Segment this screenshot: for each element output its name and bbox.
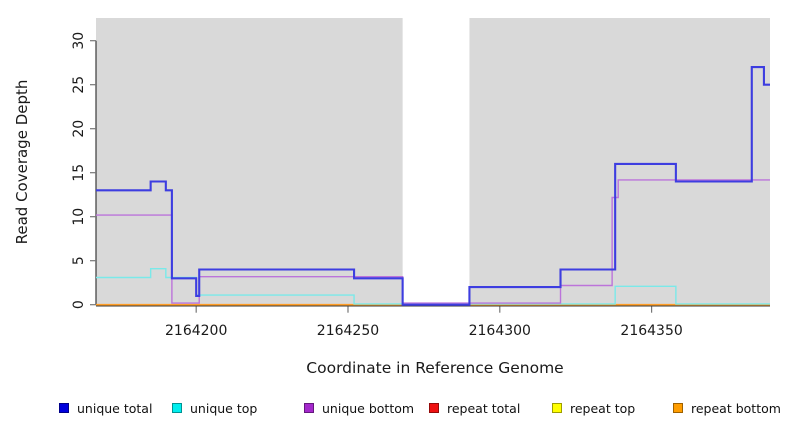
legend-item-repeat-bottom: repeat bottom	[673, 400, 781, 416]
y-axis-tick-label: 5	[71, 256, 87, 265]
plot-area: 0 5 10 15 20 25 30 2164200 2164250 2164300 2164350	[71, 18, 770, 339]
y-axis-tick-label: 15	[71, 164, 87, 182]
legend-swatch-icon	[304, 403, 314, 413]
legend-item-unique-top: unique top	[172, 400, 257, 416]
series-unique-top-line	[96, 268, 770, 305]
x-axis-tick-label: 2164200	[165, 323, 227, 339]
y-axis-tick-label: 25	[71, 76, 87, 94]
legend-item-unique-bottom: unique bottom	[304, 400, 414, 416]
y-axis-tick-label: 30	[71, 32, 87, 50]
legend-swatch-icon	[673, 403, 683, 413]
legend-item-repeat-top: repeat top	[552, 400, 635, 416]
legend-label: repeat total	[447, 400, 521, 416]
legend-label: repeat top	[570, 400, 636, 416]
x-axis-tick-label: 2164250	[317, 323, 379, 339]
x-axis-tick-label: 2164300	[469, 323, 531, 339]
y-axis-tick-label: 0	[71, 300, 87, 309]
legend-label: repeat bottom	[691, 400, 781, 416]
legend-label: unique bottom	[322, 400, 415, 416]
x-axis-title: Coordinate in Reference Genome	[306, 359, 563, 377]
y-axis-title: Read Coverage Depth	[13, 80, 31, 245]
legend-swatch-icon	[552, 403, 562, 413]
series-unique-total-line	[96, 66, 770, 306]
y-axis-tick-label: 20	[71, 120, 87, 138]
x-axis-tick-label: 2164350	[620, 323, 682, 339]
series-unique-bottom-line	[96, 179, 770, 304]
legend-item-repeat-total: repeat total	[429, 400, 520, 416]
masked-gap	[402, 18, 470, 307]
legend-item-unique-total: unique total	[59, 400, 152, 416]
legend-swatch-icon	[59, 403, 69, 413]
legend-label: unique total	[77, 400, 153, 416]
legend-swatch-icon	[172, 403, 182, 413]
legend-label: unique top	[190, 400, 258, 416]
y-axis-tick-label: 10	[71, 208, 87, 226]
legend-swatch-icon	[429, 403, 439, 413]
